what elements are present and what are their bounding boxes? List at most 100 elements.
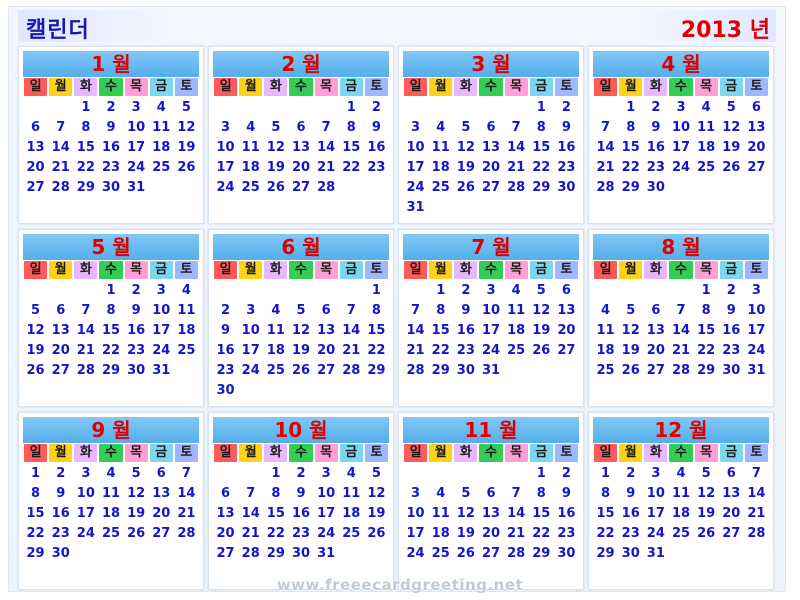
empty-cell	[403, 281, 428, 301]
day-cell: 9	[221, 323, 231, 338]
weekday-label: 월	[429, 78, 453, 96]
day-cell: 1	[701, 283, 711, 298]
weekday-label: 수	[99, 78, 123, 96]
weekday-label: 일	[594, 444, 618, 462]
day-cell: 28	[51, 180, 70, 195]
day-cell: 17	[216, 160, 235, 175]
day-cell: 18	[596, 343, 615, 358]
day-cell: 29	[76, 180, 95, 195]
empty-cell	[428, 464, 453, 484]
month-panel: 7 월 일 월 화 수 목 금 토 1 2 3 4 5 6 7 8 9 10 11 12 13 14 15 16 17 18 19 2…	[398, 229, 584, 407]
day-cell: 12	[127, 486, 146, 501]
month-title: 6 월	[213, 234, 389, 260]
day-cell: 4	[436, 486, 446, 501]
day-cell: 6	[156, 466, 166, 481]
day-cell: 1	[371, 283, 381, 298]
day-cell: 10	[152, 303, 171, 318]
weekday-label: 일	[404, 78, 428, 96]
day-cell: 15	[76, 140, 95, 155]
day-cell: 19	[456, 526, 475, 541]
day-cell: 30	[101, 180, 121, 195]
day-cell: 30	[456, 363, 475, 378]
month-panel: 11 월 일 월 화 수 목 금 토 1 2 3 4 5 6 7 8 9 10 11 12 13 14 15 16 17 18 19…	[398, 412, 584, 590]
month-panel: 6 월 일 월 화 수 목 금 토 1 2 3 4 5 6 7 8 9 10 11 12 13 14 15 16 17 18 19 2…	[208, 229, 394, 407]
day-cell: 28	[596, 180, 615, 195]
weekday-label: 토	[174, 261, 198, 279]
day-cell: 19	[291, 343, 311, 358]
weekday-label: 월	[239, 261, 263, 279]
day-cell: 14	[596, 140, 615, 155]
weekday-label: 목	[694, 444, 718, 462]
day-cell: 12	[456, 140, 475, 155]
day-cell: 7	[56, 120, 66, 135]
empty-cell	[668, 281, 693, 301]
weekday-label: 일	[404, 444, 428, 462]
day-cell: 20	[26, 160, 45, 175]
day-cell: 25	[342, 526, 361, 541]
day-cell: 16	[621, 506, 640, 521]
day-cell: 25	[671, 526, 691, 541]
empty-cell	[213, 98, 238, 118]
day-cell: 2	[651, 100, 661, 115]
weekday-label: 목	[314, 261, 338, 279]
day-cell: 11	[152, 120, 171, 135]
day-cell: 31	[127, 180, 146, 195]
day-cell: 25	[431, 180, 450, 195]
day-cell: 19	[367, 506, 386, 521]
day-cell: 12	[697, 486, 716, 501]
weekday-label: 월	[49, 444, 73, 462]
weekday-label: 화	[74, 78, 98, 96]
day-cell: 23	[621, 526, 640, 541]
day-cell: 30	[127, 363, 146, 378]
empty-cell	[593, 281, 618, 301]
day-cell: 22	[26, 526, 45, 541]
day-cell: 24	[241, 363, 260, 378]
weekday-label: 화	[454, 78, 478, 96]
weekday-label: 토	[554, 261, 578, 279]
day-cell: 8	[701, 303, 711, 318]
weekday-label: 화	[264, 261, 288, 279]
day-cell: 6	[56, 303, 66, 318]
day-cell: 21	[747, 506, 766, 521]
day-cell: 18	[101, 506, 121, 521]
day-cell: 25	[431, 546, 450, 561]
empty-cell	[403, 464, 428, 484]
day-cell: 15	[621, 140, 640, 155]
day-cell: 18	[152, 140, 171, 155]
day-cell: 25	[697, 160, 716, 175]
day-cell: 27	[26, 180, 45, 195]
weekday-label: 목	[314, 444, 338, 462]
weekday-label: 금	[339, 78, 363, 96]
day-cell: 11	[342, 486, 361, 501]
day-cell: 20	[481, 160, 501, 175]
weekday-label: 금	[719, 78, 743, 96]
day-cell: 28	[317, 180, 336, 195]
weekday-label: 월	[429, 261, 453, 279]
weekday-label: 수	[99, 261, 123, 279]
day-cell: 29	[431, 363, 450, 378]
day-cell: 8	[601, 486, 611, 501]
day-cell: 5	[701, 466, 711, 481]
day-cell: 14	[51, 140, 70, 155]
day-cell: 1	[81, 100, 91, 115]
day-cell: 25	[101, 526, 121, 541]
day-cell: 2	[726, 283, 736, 298]
day-cell: 21	[596, 160, 615, 175]
weekday-label: 화	[454, 261, 478, 279]
month-panel: 4 월 일 월 화 수 목 금 토 1 2 3 4 5 6 7 8 9 10 11 12 13 14 15 16 17 18 19 2…	[588, 46, 774, 224]
day-cell: 26	[127, 526, 146, 541]
day-cell: 14	[177, 486, 196, 501]
weekday-label: 토	[744, 444, 768, 462]
day-cell: 20	[216, 526, 235, 541]
day-cell: 25	[152, 160, 171, 175]
day-cell: 26	[367, 526, 386, 541]
day-cell: 6	[486, 120, 496, 135]
day-cell: 6	[221, 486, 231, 501]
weekday-label: 토	[174, 78, 198, 96]
day-cell: 19	[26, 343, 45, 358]
weekday-label: 금	[719, 261, 743, 279]
day-cell: 2	[626, 466, 636, 481]
